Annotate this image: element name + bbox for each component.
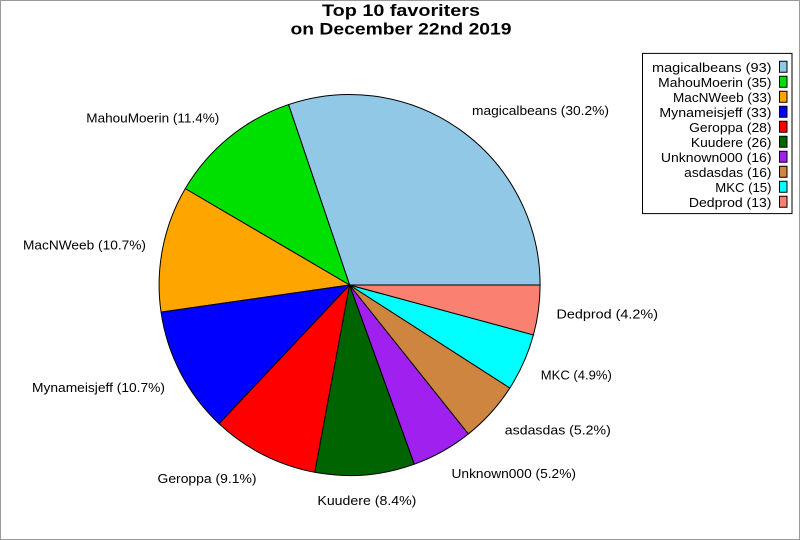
svg-text:Geroppa (28): Geroppa (28): [689, 120, 771, 135]
svg-text:magicalbeans (93): magicalbeans (93): [652, 60, 772, 75]
svg-text:MacNWeeb (10.7%): MacNWeeb (10.7%): [23, 237, 146, 252]
svg-text:Mynameisjeff (33): Mynameisjeff (33): [659, 105, 771, 120]
svg-text:Dedprod (4.2%): Dedprod (4.2%): [557, 306, 659, 321]
svg-text:magicalbeans (30.2%): magicalbeans (30.2%): [472, 103, 609, 118]
svg-text:on December 22nd 2019: on December 22nd 2019: [290, 20, 511, 39]
svg-text:Kuudere (8.4%): Kuudere (8.4%): [317, 493, 416, 508]
svg-text:Geroppa (9.1%): Geroppa (9.1%): [158, 471, 257, 486]
svg-text:Unknown000 (16): Unknown000 (16): [661, 150, 772, 165]
svg-text:Top 10 favoriters: Top 10 favoriters: [322, 0, 480, 19]
svg-text:MacNWeeb (33): MacNWeeb (33): [673, 90, 772, 105]
svg-text:Dedprod (13): Dedprod (13): [689, 195, 772, 210]
svg-text:asdasdas (5.2%): asdasdas (5.2%): [505, 422, 611, 437]
svg-text:asdasdas (16): asdasdas (16): [684, 165, 771, 180]
svg-text:MahouMoerin (11.4%): MahouMoerin (11.4%): [86, 111, 219, 126]
svg-text:MahouMoerin (35): MahouMoerin (35): [658, 75, 771, 90]
svg-text:MKC (15): MKC (15): [715, 180, 771, 195]
svg-text:Unknown000 (5.2%): Unknown000 (5.2%): [452, 466, 577, 481]
svg-text:MKC (4.9%): MKC (4.9%): [541, 368, 612, 383]
svg-text:Kuudere (26): Kuudere (26): [691, 135, 772, 150]
svg-text:Mynameisjeff (10.7%): Mynameisjeff (10.7%): [32, 380, 165, 395]
